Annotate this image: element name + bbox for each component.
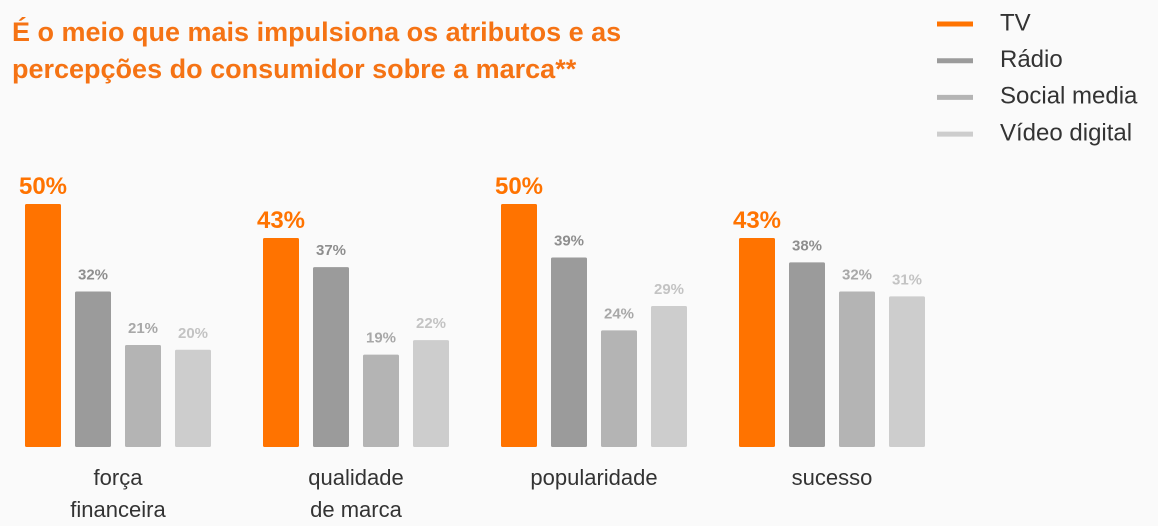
bar <box>175 349 211 447</box>
value-label: 50% <box>19 173 67 200</box>
value-label: 24% <box>604 305 634 322</box>
bar <box>263 238 299 447</box>
category-label: qualidade de marca <box>246 462 466 526</box>
value-label: 31% <box>892 271 922 288</box>
value-label: 39% <box>554 232 584 249</box>
bar <box>313 267 349 447</box>
value-label: 43% <box>733 207 781 234</box>
bar <box>651 306 687 447</box>
bar <box>601 330 637 447</box>
value-label: 32% <box>842 266 872 283</box>
category-text: força financeira <box>70 465 166 522</box>
bar <box>839 291 875 447</box>
value-label: 32% <box>78 266 108 283</box>
bar <box>75 291 111 447</box>
bar <box>889 296 925 447</box>
bar <box>739 238 775 447</box>
category-text: sucesso <box>791 465 873 490</box>
bar <box>789 262 825 447</box>
chart-title: É o meio que mais impulsiona os atributo… <box>12 17 622 84</box>
value-label: 22% <box>416 315 446 332</box>
legend-label: TV <box>1000 9 1031 36</box>
category-label: popularidade <box>484 462 704 494</box>
bar <box>125 344 161 447</box>
bar <box>413 340 449 447</box>
bar <box>363 354 399 447</box>
value-label: 43% <box>257 207 305 234</box>
bar <box>501 204 537 447</box>
value-label: 37% <box>316 242 346 259</box>
value-label: 19% <box>366 330 396 347</box>
value-label: 50% <box>495 173 543 200</box>
bar <box>551 257 587 447</box>
legend-label: Rádio <box>1000 46 1063 73</box>
category-text: qualidade de marca <box>308 465 404 522</box>
category-text: popularidade <box>530 465 658 490</box>
legend-label: Social media <box>1000 83 1138 110</box>
value-label: 29% <box>654 281 684 298</box>
value-label: 20% <box>178 325 208 342</box>
legend-label: Vídeo digital <box>1000 119 1132 146</box>
value-label: 38% <box>792 237 822 254</box>
value-label: 21% <box>128 320 158 337</box>
category-label: sucesso <box>722 462 942 494</box>
bar <box>25 204 61 447</box>
category-label: força financeira <box>8 462 228 526</box>
